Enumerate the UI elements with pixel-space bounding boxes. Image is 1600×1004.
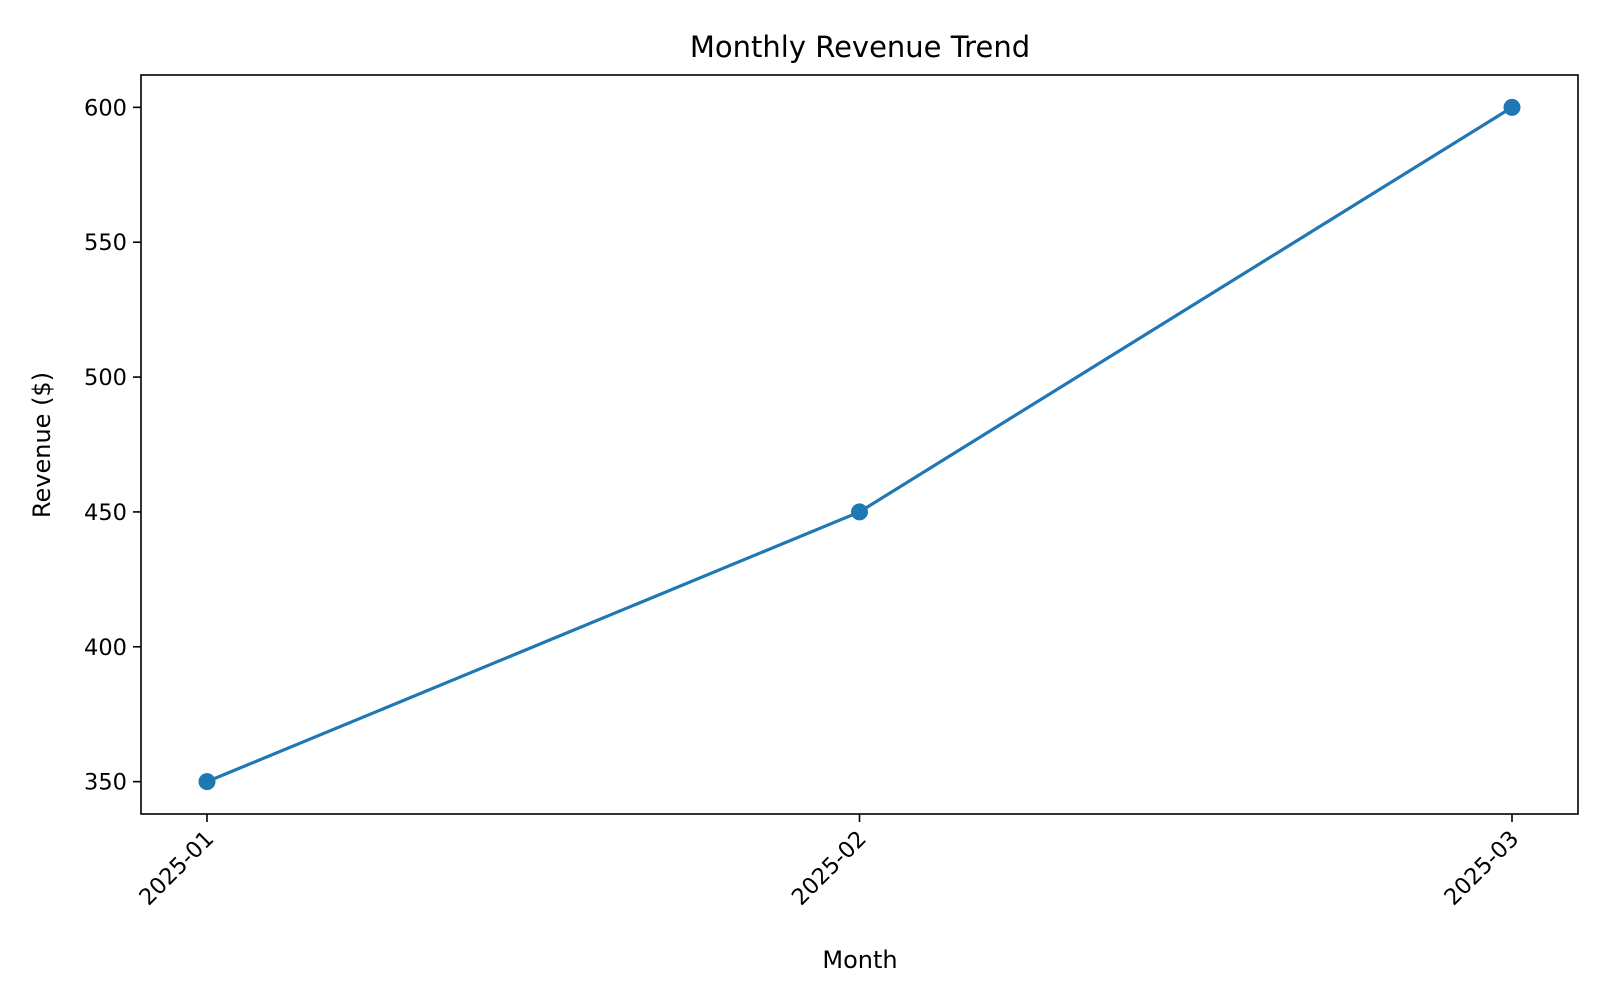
y-tick-label: 550 bbox=[84, 230, 127, 256]
chart-title: Monthly Revenue Trend bbox=[690, 30, 1030, 64]
y-tick-label: 500 bbox=[84, 365, 127, 391]
data-point bbox=[198, 773, 216, 791]
y-tick-label: 450 bbox=[84, 500, 127, 526]
y-tick-label: 600 bbox=[84, 95, 127, 121]
data-point bbox=[851, 503, 868, 521]
y-tick-label: 350 bbox=[84, 770, 127, 796]
plot-area bbox=[198, 98, 1521, 791]
x-tick-label: 2025-01 bbox=[134, 826, 219, 911]
x-axis-ticks: 2025-01 2025-02 2025-03 bbox=[134, 814, 1524, 911]
y-axis-ticks: 350 400 450 500 550 600 bbox=[84, 95, 141, 796]
data-point bbox=[1503, 98, 1521, 116]
x-tick-label: 2025-02 bbox=[787, 826, 872, 911]
y-tick-label: 400 bbox=[84, 635, 127, 661]
axes-frame bbox=[140, 74, 1579, 815]
x-tick-label: 2025-03 bbox=[1439, 826, 1524, 911]
x-axis-label: Month bbox=[822, 946, 897, 974]
y-axis-label: Revenue ($) bbox=[28, 372, 56, 518]
series-line bbox=[205, 105, 1514, 784]
